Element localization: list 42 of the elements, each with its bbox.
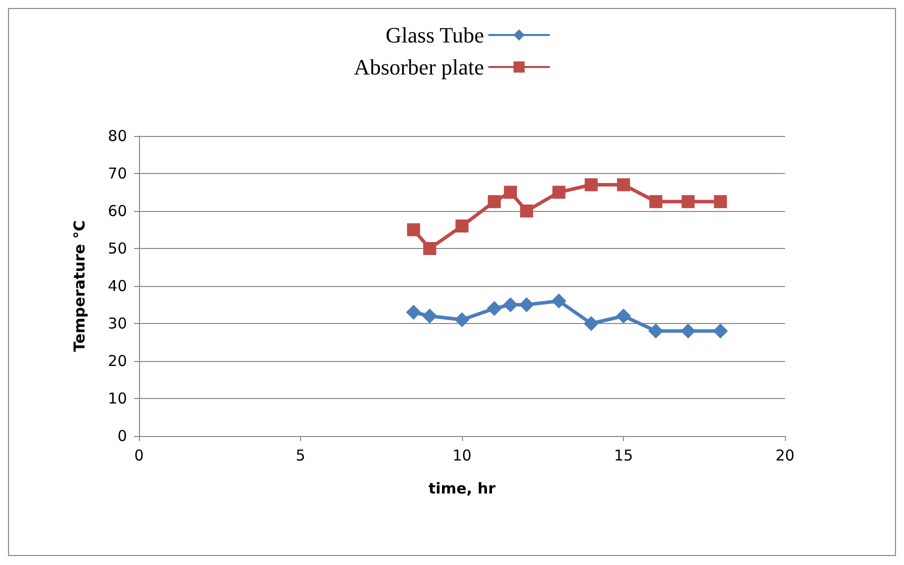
point [584, 316, 599, 331]
point [648, 324, 664, 338]
x-tick-label: 5 [296, 446, 306, 464]
point [406, 304, 422, 320]
y-tick-label: 50 [108, 240, 127, 258]
point [680, 324, 696, 338]
y-tick-label: 70 [108, 164, 127, 182]
point [551, 294, 566, 308]
point [519, 297, 534, 312]
point [407, 223, 420, 236]
point [552, 186, 566, 199]
y-tick-label: 30 [108, 314, 127, 332]
y-tick-label: 40 [108, 277, 127, 295]
x-tick-label: 15 [614, 446, 634, 464]
point [520, 204, 534, 218]
y-tick-label: 60 [108, 202, 127, 220]
y-tick-label: 10 [108, 390, 127, 408]
point [456, 220, 468, 232]
point [714, 195, 727, 208]
point [616, 308, 631, 324]
point [584, 178, 598, 192]
point [649, 195, 662, 208]
x-tick-label: 20 [775, 446, 795, 464]
point [423, 242, 436, 255]
point [488, 195, 501, 208]
x-tick-label: 10 [452, 446, 472, 464]
legend-label: Glass Tube [386, 22, 484, 48]
legend-label: Absorber plate [354, 54, 484, 80]
y-axis-title: Temperature °C [70, 220, 88, 352]
y-tick-label: 0 [117, 427, 127, 445]
point [617, 178, 630, 192]
point [712, 324, 728, 338]
point [504, 186, 517, 199]
point [486, 301, 502, 316]
y-tick-label: 80 [108, 127, 127, 145]
x-tick-label: 0 [134, 446, 144, 464]
x-axis-title: time, hr [428, 480, 496, 498]
y-tick-label: 20 [108, 352, 127, 370]
point [454, 312, 470, 328]
point [682, 195, 695, 208]
point [502, 297, 518, 312]
point [422, 308, 438, 324]
